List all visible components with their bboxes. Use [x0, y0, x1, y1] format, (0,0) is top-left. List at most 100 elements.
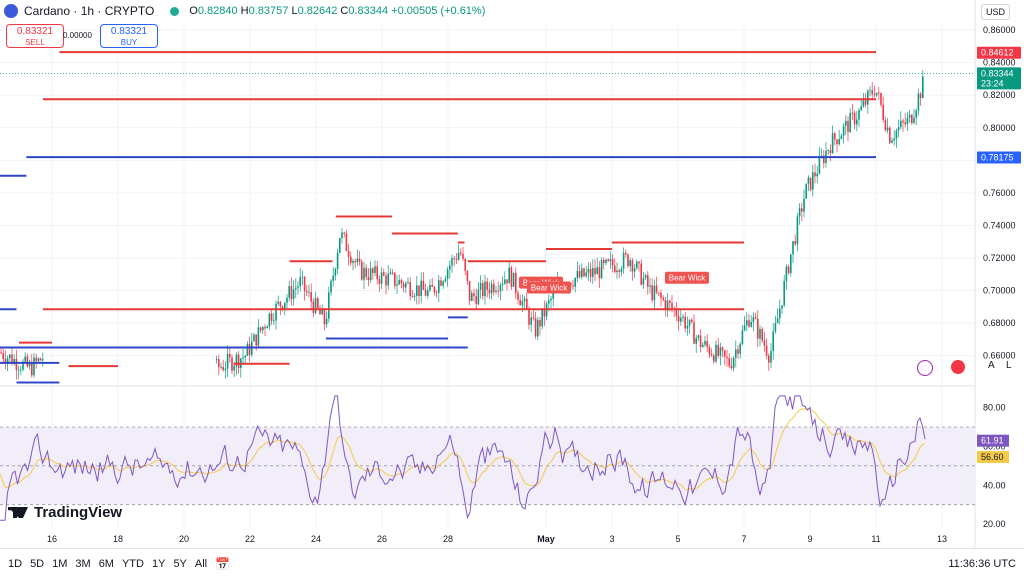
flag-icon[interactable]	[951, 360, 965, 374]
candle	[785, 266, 788, 281]
candle	[497, 290, 499, 292]
candle	[864, 100, 867, 105]
time-tick-label: 24	[311, 534, 321, 544]
candle	[519, 299, 521, 306]
market-status-icon	[170, 6, 180, 16]
log-scale-button[interactable]: L	[1006, 360, 1012, 371]
candle	[587, 269, 590, 273]
candle	[405, 283, 407, 288]
candle	[869, 90, 871, 91]
symbol-title[interactable]: Cardano · 1h · CRYPTO	[24, 4, 155, 18]
candle	[33, 357, 35, 376]
candle	[906, 117, 909, 125]
candle	[22, 361, 24, 370]
candle	[809, 177, 812, 190]
candle	[226, 353, 229, 369]
candle	[761, 328, 763, 341]
time-tick-label: 22	[245, 534, 255, 544]
timeframe-all[interactable]: All	[194, 558, 208, 570]
calendar-icon[interactable]: 📅	[215, 557, 231, 571]
candle	[600, 260, 603, 279]
candle	[312, 301, 315, 313]
timeframe-ytd[interactable]: YTD	[121, 558, 144, 570]
buy-button[interactable]: 0.83321 BUY	[100, 24, 158, 48]
candle	[735, 349, 737, 358]
candle	[264, 326, 266, 329]
candle	[9, 354, 11, 359]
candle	[770, 351, 772, 363]
candle	[455, 258, 458, 260]
candle	[345, 233, 348, 251]
candle	[530, 317, 532, 325]
candle	[314, 298, 317, 313]
timeframe-1y[interactable]: 1Y	[151, 558, 166, 570]
candle	[757, 318, 759, 339]
sell-button[interactable]: 0.83321 SELL	[6, 24, 64, 48]
candle	[504, 279, 506, 284]
rsi-value-label: 61.91	[981, 436, 1004, 446]
candle	[310, 292, 312, 302]
candle	[702, 344, 704, 348]
candle	[805, 183, 807, 199]
annotation-bg	[665, 271, 709, 284]
candle	[598, 267, 601, 279]
price-tick-label: 0.80000	[983, 123, 1016, 133]
candle	[383, 272, 385, 276]
candle	[721, 347, 724, 351]
candle	[913, 117, 915, 124]
candle	[372, 268, 374, 273]
candle	[748, 320, 750, 327]
price-tick-label: 0.76000	[983, 188, 1016, 198]
candle	[246, 343, 249, 356]
candle	[347, 250, 350, 257]
candle	[277, 301, 279, 304]
timeframe-5y[interactable]: 5Y	[173, 558, 187, 570]
candle	[444, 278, 447, 282]
auto-scale-button[interactable]: A	[988, 360, 995, 371]
candle	[288, 286, 290, 298]
candle	[295, 287, 297, 290]
candle	[26, 356, 29, 367]
candle	[292, 289, 295, 300]
timeframe-1m[interactable]: 1M	[52, 558, 68, 570]
candle	[325, 318, 328, 325]
candle	[710, 354, 713, 356]
candle	[838, 139, 840, 145]
time-tick-label: 11	[871, 534, 880, 544]
candle	[550, 298, 552, 301]
candle	[576, 270, 579, 279]
chart[interactable]: 0.860000.840000.820000.800000.780000.760…	[0, 0, 1024, 548]
candle	[776, 318, 779, 324]
candle	[420, 280, 422, 297]
candle	[389, 272, 392, 275]
candle	[622, 252, 625, 269]
candle	[369, 268, 372, 281]
candle	[858, 110, 860, 120]
candle	[592, 268, 594, 277]
candle	[330, 280, 332, 293]
candle	[572, 285, 574, 287]
candle	[803, 198, 805, 212]
candle	[499, 285, 502, 292]
candle	[11, 354, 13, 365]
candle	[697, 335, 700, 338]
candle	[275, 303, 277, 321]
timeframe-1d[interactable]: 1D	[8, 558, 23, 570]
timeframe-6m[interactable]: 6M	[98, 558, 114, 570]
candle	[603, 260, 605, 264]
candle	[666, 300, 669, 311]
candle	[2, 353, 4, 360]
candle	[708, 346, 711, 355]
candle	[818, 156, 821, 174]
candle	[501, 283, 504, 286]
candle	[433, 286, 436, 293]
lightning-icon[interactable]	[917, 360, 933, 376]
candle	[385, 275, 387, 286]
price-label-bg	[977, 151, 1021, 164]
candle	[840, 135, 843, 140]
candle	[878, 92, 880, 94]
timeframe-3m[interactable]: 3M	[75, 558, 91, 570]
candle	[699, 335, 702, 348]
currency-selector[interactable]: USD	[980, 4, 1010, 20]
timeframe-5d[interactable]: 5D	[30, 558, 45, 570]
